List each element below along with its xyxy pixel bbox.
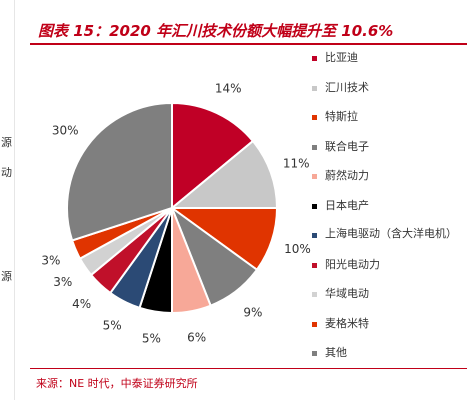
legend-item-8: 华域电动 [312, 287, 467, 317]
legend-label-6: 上海电驱动（含大洋电机） [325, 227, 457, 240]
legend-item-5: 日本电产 [312, 199, 467, 229]
legend-swatch-6 [312, 233, 317, 238]
legend-item-0: 比亚迪 [312, 51, 467, 81]
legend-item-2: 特斯拉 [312, 110, 467, 140]
source-note: 来源：NE 时代，中泰证券研究所 [36, 377, 198, 390]
legend-label-4: 蔚然动力 [325, 169, 369, 182]
legend-item-1: 汇川技术 [312, 81, 467, 111]
legend-swatch-7 [312, 262, 317, 268]
legend-item-7: 阳光电动力 [312, 258, 467, 288]
legend-swatch-3 [312, 144, 317, 150]
legend-swatch-8 [312, 292, 317, 297]
left-page-strip: 源 动 源 [0, 0, 15, 400]
pie-data-label-10: 30% [52, 123, 79, 137]
legend-label-7: 阳光电动力 [325, 257, 380, 271]
legend-swatch-1 [312, 85, 317, 91]
legend-label-5: 日本电产 [325, 198, 369, 212]
left-fragment-3: 源 [1, 270, 12, 283]
pie-data-label-2: 10% [284, 242, 311, 256]
pie-data-label-5: 5% [142, 331, 161, 345]
legend-label-0: 比亚迪 [325, 51, 358, 64]
legend-item-6: 上海电驱动（含大洋电机） [312, 227, 467, 258]
legend-item-9: 麦格米特 [312, 317, 467, 347]
figure-title: 图表 15：2020 年汇川技术份额大幅提升至 10.6% [38, 22, 394, 40]
legend-swatch-0 [312, 56, 317, 61]
legend-label-8: 华域电动 [325, 287, 369, 300]
pie-slice-1 [169, 139, 279, 209]
pie-data-label-9: 3% [41, 253, 60, 267]
source-rule [30, 368, 467, 369]
legend-swatch-2 [312, 115, 317, 120]
legend-swatch-10 [312, 351, 317, 356]
legend-label-3: 联合电子 [325, 139, 369, 153]
pie-data-label-3: 9% [243, 305, 262, 319]
title-rule [30, 43, 467, 45]
legend-item-3: 联合电子 [312, 140, 467, 170]
legend-swatch-4 [312, 174, 317, 179]
legend-label-2: 特斯拉 [325, 110, 358, 123]
pie-data-label-4: 6% [187, 331, 206, 345]
pie-slice-0 [171, 101, 255, 211]
pie-data-label-6: 5% [103, 319, 122, 333]
pie-data-label-1: 11% [283, 156, 310, 170]
chart-legend: 比亚迪汇川技术特斯拉联合电子蔚然动力日本电产上海电驱动（含大洋电机） 阳光电动力华… [312, 51, 467, 376]
left-fragment-2: 动 [1, 166, 12, 179]
left-fragment-1: 源 [1, 136, 12, 149]
legend-item-4: 蔚然动力 [312, 169, 467, 199]
pie-data-label-0: 14% [215, 82, 242, 96]
legend-label-10: 其他 [325, 346, 347, 359]
legend-label-9: 麦格米特 [325, 316, 369, 330]
pie-slice-10 [66, 101, 173, 242]
pie-data-label-8: 3% [53, 275, 72, 289]
legend-swatch-5 [312, 203, 317, 209]
legend-swatch-9 [312, 321, 317, 327]
legend-item-10: 其他 [312, 346, 467, 376]
legend-label-1: 汇川技术 [325, 80, 369, 94]
pie-data-label-7: 4% [72, 297, 91, 311]
